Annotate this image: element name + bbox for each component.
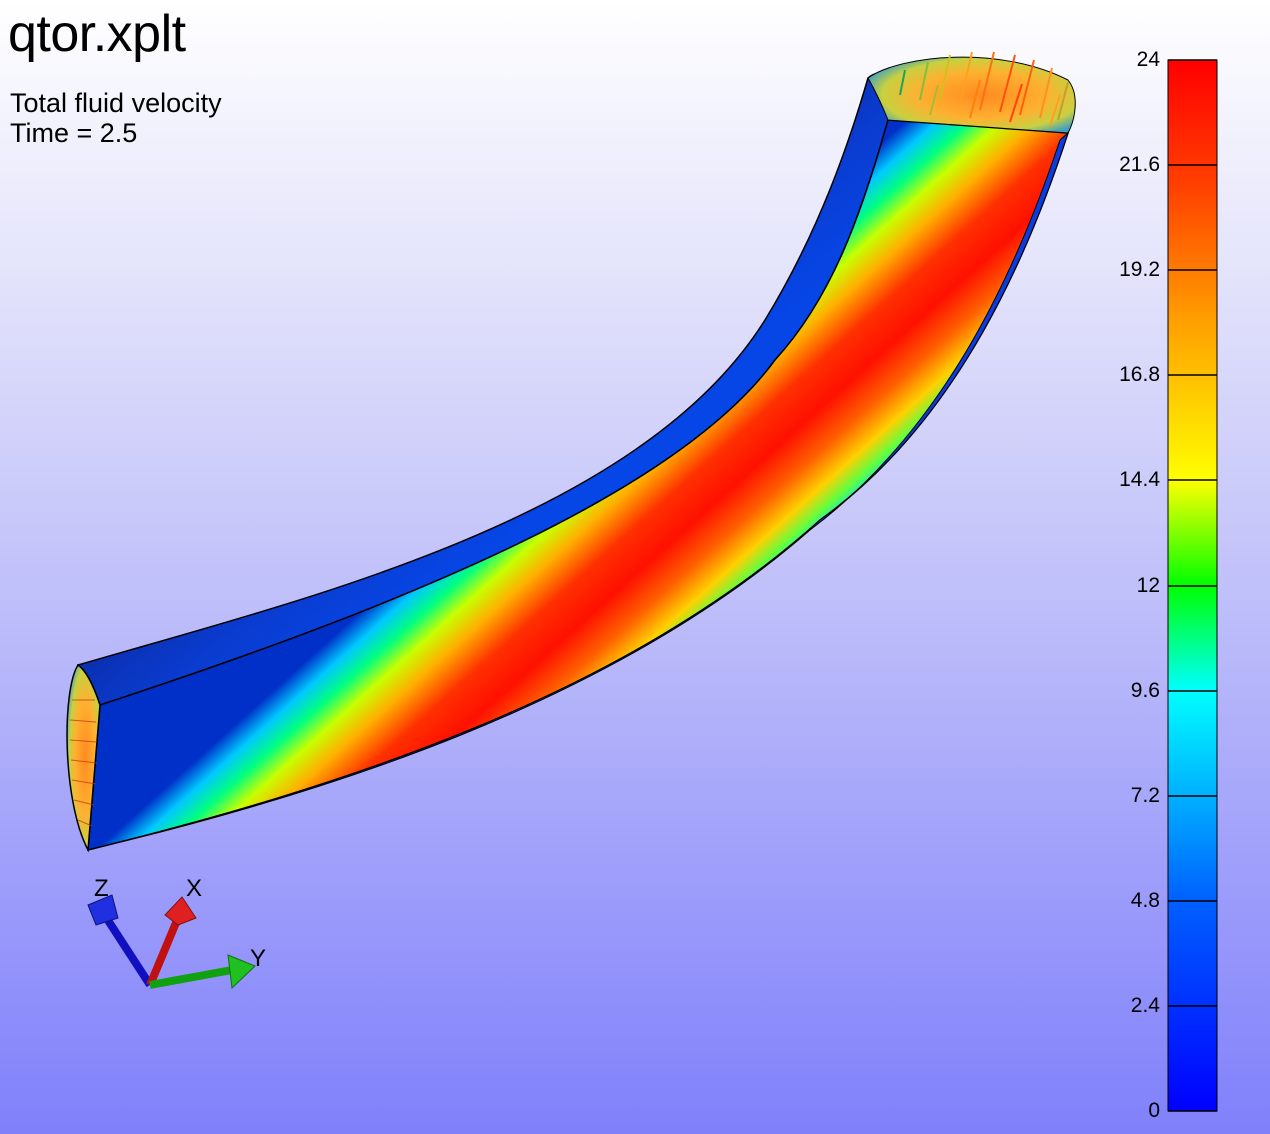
axis-triad: Z X Y <box>87 875 266 990</box>
legend-tick-label: 19.2 <box>1119 258 1160 281</box>
legend-ticks <box>1168 59 1217 1112</box>
pipe-end-cap-left <box>66 663 101 853</box>
pipe-end-cap-right <box>867 56 1076 134</box>
legend-tick-label: 16.8 <box>1119 363 1160 386</box>
velocity-vectors-left <box>69 699 98 827</box>
legend-tick-label: 12 <box>1136 574 1160 597</box>
z-axis-arrowhead <box>87 894 119 926</box>
pipe-inner-wall <box>87 131 1070 851</box>
legend-tick-label: 24 <box>1136 48 1160 71</box>
z-axis-label: Z <box>94 875 109 902</box>
y-axis <box>149 966 233 989</box>
legend-tick-label: 7.2 <box>1130 784 1160 807</box>
x-axis <box>146 916 182 987</box>
time-label: Time = 2.5 <box>10 118 138 148</box>
x-axis-label: X <box>186 875 202 902</box>
legend-tick-label: 9.6 <box>1130 679 1160 702</box>
subtitle: Total fluid velocity <box>10 88 222 118</box>
x-axis-arrowhead <box>164 896 197 926</box>
legend-tick-label: 21.6 <box>1119 153 1160 176</box>
legend-tick-label: 0 <box>1148 1099 1160 1122</box>
legend-tick-label: 14.4 <box>1119 468 1160 491</box>
plot-title: qtor.xplt <box>8 5 186 63</box>
y-axis-arrowhead <box>227 954 256 990</box>
velocity-vectors-right <box>899 51 1069 127</box>
y-axis-label: Y <box>250 945 266 972</box>
legend-tick-label: 2.4 <box>1130 994 1160 1017</box>
legend-tick-label: 4.8 <box>1130 889 1160 912</box>
